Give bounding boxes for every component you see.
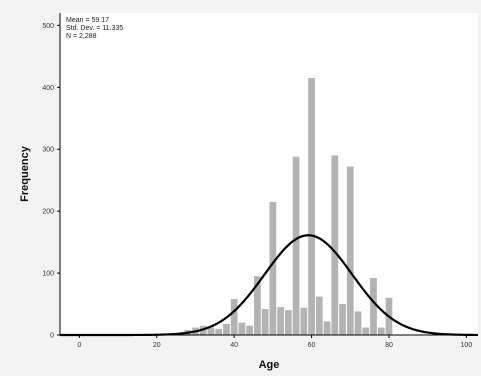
histogram-bar-13 <box>284 310 292 335</box>
histogram-bar-8 <box>246 325 254 335</box>
histogram-bar-10 <box>261 308 269 335</box>
y-tick-label-300: 300 <box>42 147 54 154</box>
histogram-bar-19 <box>331 155 339 335</box>
x-tick-label-40: 40 <box>230 342 238 349</box>
x-tick-label-60: 60 <box>308 342 316 349</box>
histogram-bar-25 <box>377 327 385 335</box>
histogram-bar-6 <box>230 299 238 335</box>
histogram-bar-14 <box>292 156 300 335</box>
histogram-bar-22 <box>354 311 362 335</box>
histogram-bar-11 <box>269 201 277 335</box>
histogram-bar-5 <box>223 323 230 335</box>
y-tick-labels: 0 100 200 300 400 500 <box>42 23 54 340</box>
plot-area <box>60 13 478 335</box>
histogram-bar-24 <box>370 278 377 335</box>
histogram-bar-3 <box>207 327 215 335</box>
axes <box>57 13 478 338</box>
x-axis-title: Age <box>259 359 280 371</box>
histogram-bar-16 <box>308 78 315 336</box>
x-tick-label-20: 20 <box>153 342 161 349</box>
stat-n: N = 2,288 <box>66 33 97 40</box>
histogram-bar-4 <box>215 328 223 335</box>
x-tick-label-0: 0 <box>77 342 81 349</box>
histogram-bars <box>184 78 393 336</box>
stat-std-dev: Std. Dev. = 11.335 <box>66 25 123 32</box>
x-tick-label-80: 80 <box>385 342 393 349</box>
x-tick-label-100: 100 <box>461 342 473 349</box>
y-axis-title: Frequency <box>19 145 31 202</box>
x-tick-labels: 0 20 40 60 80 100 <box>77 342 472 349</box>
y-tick-label-500: 500 <box>42 23 54 30</box>
stats-box: Mean = 59.17 Std. Dev. = 11.335 N = 2,28… <box>66 17 123 40</box>
histogram-bar-9 <box>254 276 261 335</box>
histogram-bar-23 <box>362 327 370 335</box>
histogram-bar-12 <box>277 307 284 335</box>
y-tick-label-0: 0 <box>50 333 54 340</box>
histogram-bar-17 <box>315 296 323 335</box>
stat-mean: Mean = 59.17 <box>66 17 109 24</box>
histogram-bar-15 <box>300 307 308 335</box>
histogram-bar-18 <box>323 321 331 335</box>
histogram-bar-21 <box>346 166 354 335</box>
y-tick-label-100: 100 <box>42 271 54 278</box>
y-tick-label-400: 400 <box>42 85 54 92</box>
histogram-bar-20 <box>339 304 346 335</box>
histogram-bar-7 <box>238 322 246 335</box>
y-tick-label-200: 200 <box>42 209 54 216</box>
